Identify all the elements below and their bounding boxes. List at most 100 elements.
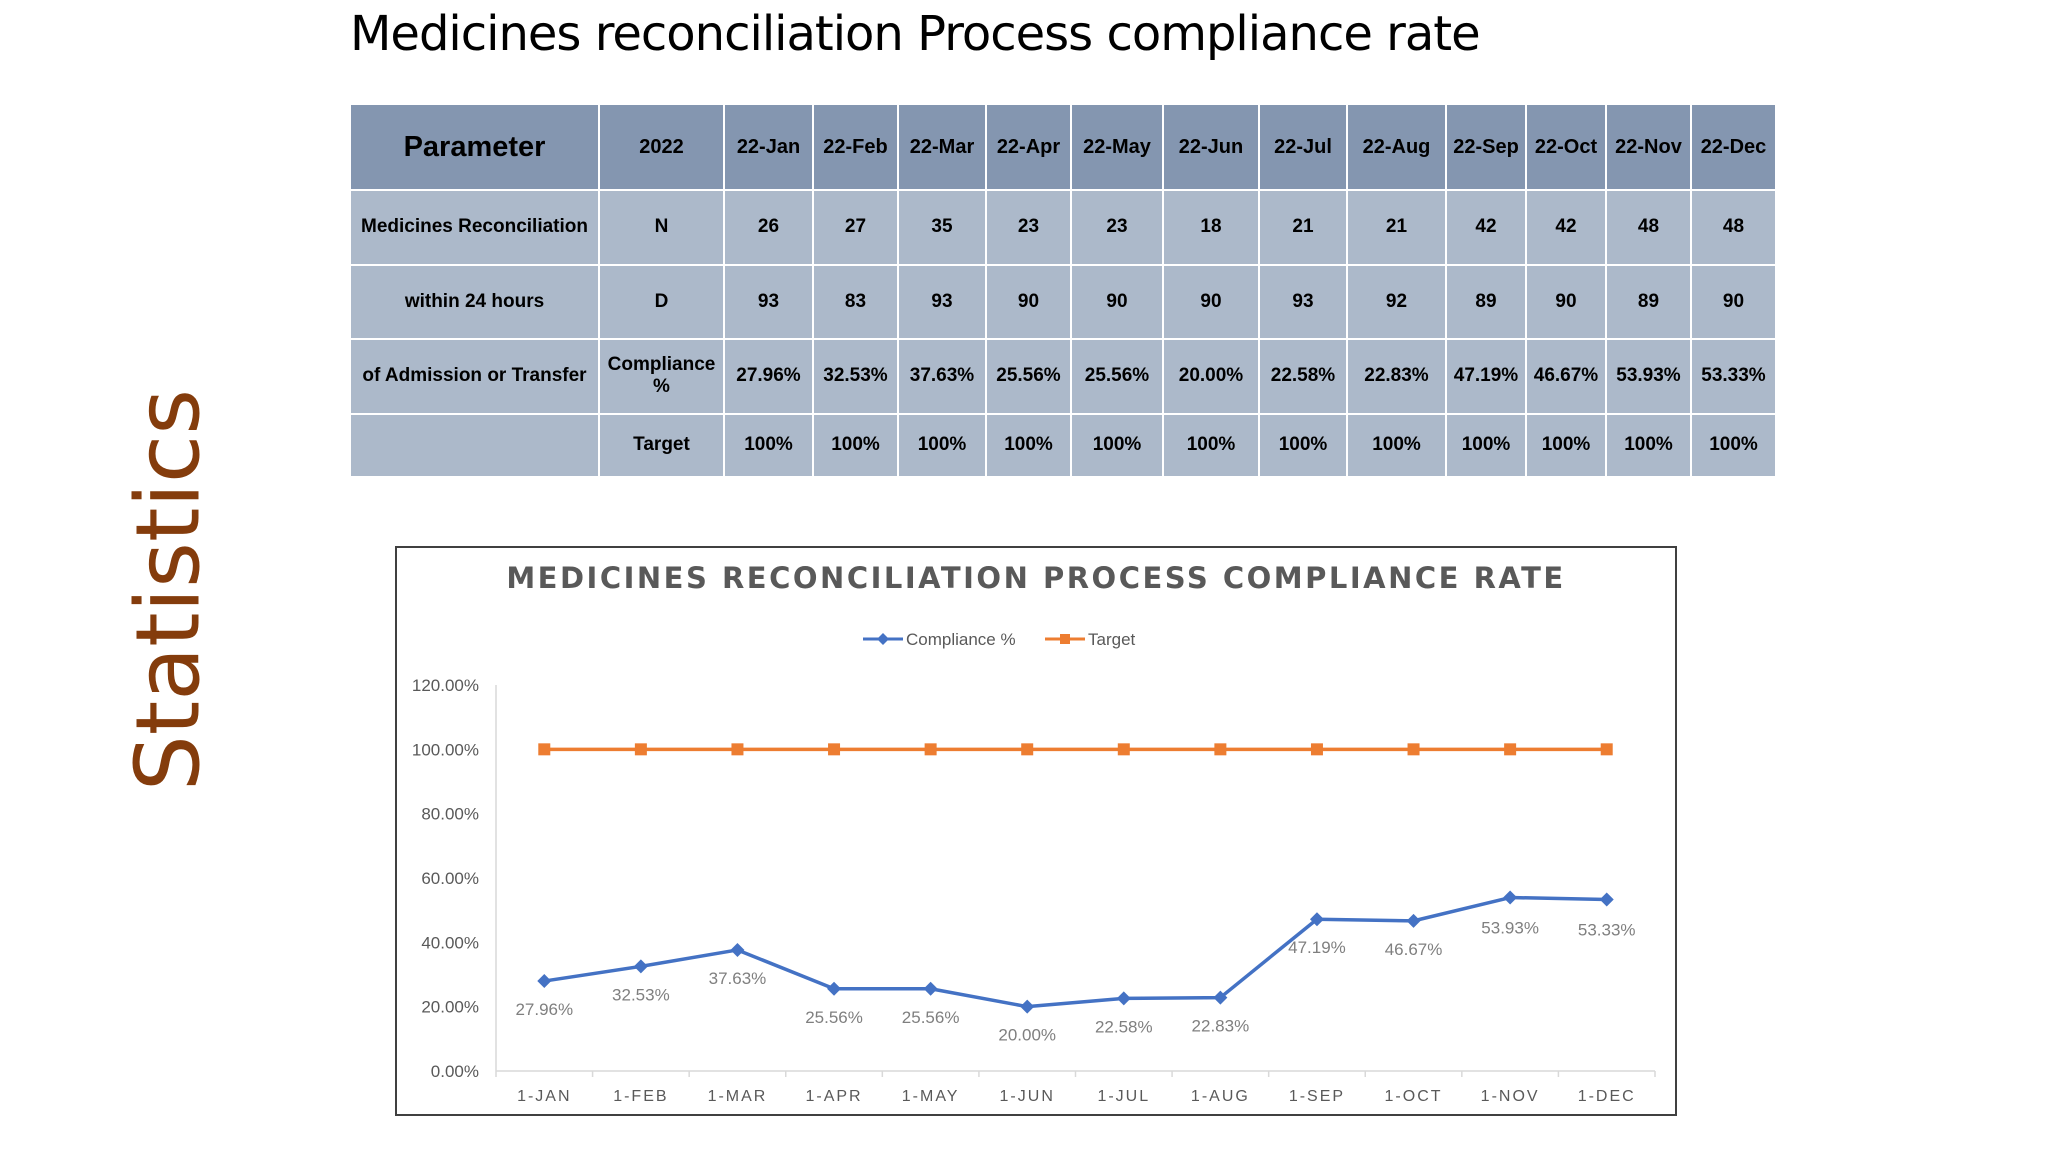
y-tick-label: 20.00% (421, 998, 479, 1017)
header-cell: Parameter (349, 103, 600, 191)
table-cell: 21 (1258, 189, 1348, 266)
table-cell: 90 (985, 263, 1072, 341)
compliance-point (1309, 912, 1324, 927)
table-cell: 48 (1690, 189, 1777, 266)
table-cell: 23 (985, 189, 1072, 266)
data-label: 53.33% (1578, 920, 1636, 939)
header-cell: 22-Nov (1605, 103, 1692, 191)
table-cell: 100% (1445, 412, 1527, 479)
table-cell: 42 (1525, 189, 1607, 266)
table-cell: 100% (812, 412, 899, 479)
table-cell: 47.19% (1445, 338, 1527, 415)
table-cell: 25.56% (985, 338, 1072, 415)
compliance-point (1213, 990, 1228, 1005)
header-cell: 22-Sep (1445, 103, 1527, 191)
table-cell: N (598, 189, 725, 266)
x-tick-label: 1-DEC (1578, 1088, 1636, 1105)
compliance-point (1020, 999, 1035, 1014)
table-cell: 83 (812, 263, 899, 341)
table-cell: 20.00% (1162, 338, 1260, 415)
data-label: 25.56% (805, 1008, 863, 1027)
table-header-row: Parameter 2022 22-Jan 22-Feb 22-Mar 22-A… (349, 103, 1777, 191)
table-cell: 100% (1605, 412, 1692, 479)
chart-container: MEDICINES RECONCILIATION PROCESS COMPLIA… (395, 546, 1677, 1116)
table-cell: 100% (1346, 412, 1447, 479)
target-point (924, 743, 937, 756)
table-cell: Compliance % (598, 338, 725, 415)
x-tick-label: 1-JUL (1097, 1088, 1150, 1105)
table-cell: 100% (1258, 412, 1348, 479)
x-tick-label: 1-AUG (1191, 1088, 1250, 1105)
y-tick-label: 100.00% (412, 740, 479, 759)
table-cell: 90 (1525, 263, 1607, 341)
data-label: 53.93% (1481, 919, 1539, 938)
target-point (1117, 743, 1130, 756)
target-point (828, 743, 841, 756)
statistics-table: Parameter 2022 22-Jan 22-Feb 22-Mar 22-A… (349, 103, 1777, 479)
table-cell: 18 (1162, 189, 1260, 266)
compliance-point (827, 981, 842, 996)
table-row: Target 100% 100% 100% 100% 100% 100% 100% 100% 10… (349, 412, 1777, 479)
table-cell: 25.56% (1070, 338, 1164, 415)
legend-label: Target (1088, 630, 1136, 649)
table-cell: 93 (723, 263, 814, 341)
target-point (731, 743, 744, 756)
table-cell: 93 (897, 263, 987, 341)
table-cell: 100% (1525, 412, 1607, 479)
table-cell: 46.67% (1525, 338, 1607, 415)
header-cell: 22-Mar (897, 103, 987, 191)
header-cell: 22-Jan (723, 103, 814, 191)
table-cell: 48 (1605, 189, 1692, 266)
table-cell: 90 (1690, 263, 1777, 341)
x-tick-label: 1-APR (805, 1088, 862, 1105)
header-cell: 22-Jun (1162, 103, 1260, 191)
data-label: 22.83% (1192, 1017, 1250, 1036)
legend-square-marker (1060, 634, 1070, 644)
row-label-cell: Medicines Reconciliation (349, 189, 600, 266)
data-label: 22.58% (1095, 1017, 1153, 1036)
x-tick-label: 1-FEB (613, 1088, 668, 1105)
table-cell: 89 (1605, 263, 1692, 341)
table-cell: 22.83% (1346, 338, 1447, 415)
y-tick-label: 40.00% (421, 933, 479, 952)
chart-title: MEDICINES RECONCILIATION PROCESS COMPLIA… (506, 561, 1565, 595)
table-row: within 24 hours D 93 83 93 90 90 90 93 92 89 90 89 90 (349, 263, 1777, 341)
x-tick-label: 1-JAN (517, 1088, 571, 1105)
y-tick-label: 0.00% (431, 1062, 479, 1081)
table-cell: 100% (1690, 412, 1777, 479)
series-line-compliance (544, 895, 1607, 1009)
table-cell: 42 (1445, 189, 1527, 266)
legend-label: Compliance % (906, 630, 1016, 649)
table-cell: 53.33% (1690, 338, 1777, 415)
header-cell: 22-Oct (1525, 103, 1607, 191)
header-cell: 22-Dec (1690, 103, 1777, 191)
x-tick-label: 1-MAY (902, 1088, 960, 1105)
header-cell: 22-May (1070, 103, 1164, 191)
table-cell: 100% (723, 412, 814, 479)
y-tick-label: 80.00% (421, 805, 479, 824)
table-cell: D (598, 263, 725, 341)
side-label: Statistics (116, 388, 220, 792)
data-label: 27.96% (515, 1000, 573, 1019)
compliance-point (730, 942, 745, 957)
data-label: 47.19% (1288, 938, 1346, 957)
x-tick-label: 1-SEP (1289, 1088, 1345, 1105)
header-cell: 22-Aug (1346, 103, 1447, 191)
x-tick-label: 1-OCT (1385, 1088, 1443, 1105)
table-cell: 27 (812, 189, 899, 266)
header-cell: 2022 (598, 103, 725, 191)
data-label: 32.53% (612, 985, 670, 1004)
line-chart: MEDICINES RECONCILIATION PROCESS COMPLIA… (412, 561, 1656, 1105)
target-point (1021, 743, 1034, 756)
row-label-cell: of Admission or Transfer (349, 338, 600, 415)
y-tick-label: 120.00% (412, 676, 479, 695)
x-tick-label: 1-JUN (1000, 1088, 1055, 1105)
compliance-point (633, 959, 648, 974)
table-cell: 27.96% (723, 338, 814, 415)
compliance-point (1503, 890, 1518, 905)
target-point (1407, 743, 1420, 756)
table-row: of Admission or Transfer Compliance % 27.9… (349, 338, 1777, 415)
table-cell: 93 (1258, 263, 1348, 341)
table-cell: 22.58% (1258, 338, 1348, 415)
table-cell: 89 (1445, 263, 1527, 341)
